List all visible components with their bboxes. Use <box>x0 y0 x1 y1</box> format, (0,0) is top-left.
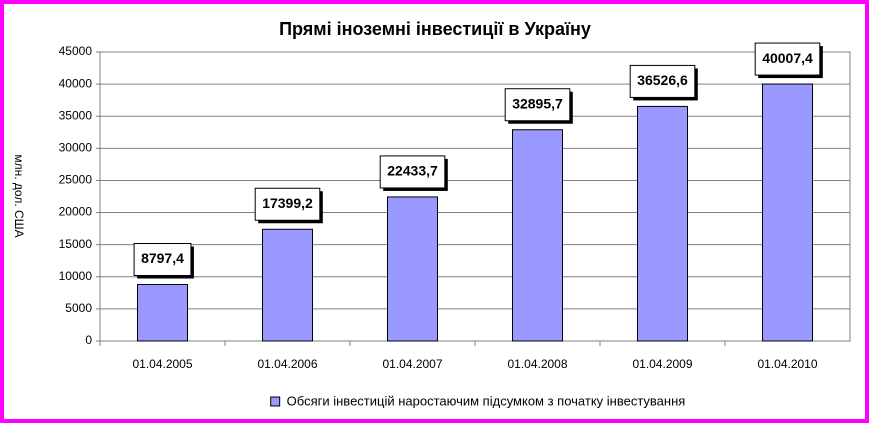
value-label: 17399,2 <box>262 195 313 211</box>
y-axis-label: млн. дол. США <box>12 154 26 237</box>
bar <box>387 196 438 342</box>
y-tick-label: 15000 <box>59 237 93 251</box>
y-tick-label: 10000 <box>59 269 93 283</box>
bar <box>637 105 688 342</box>
legend-swatch <box>270 396 281 407</box>
y-tick-label: 45000 <box>59 44 93 58</box>
x-tick-label: 01.04.2010 <box>757 357 817 371</box>
value-label-box <box>133 243 192 277</box>
y-tick-label: 35000 <box>59 108 93 122</box>
value-label: 32895,7 <box>512 95 563 111</box>
x-tick-label: 01.04.2006 <box>257 357 317 371</box>
x-tick-label: 01.04.2007 <box>382 357 442 371</box>
y-tick-label: 30000 <box>59 141 93 155</box>
value-label-box <box>629 64 696 98</box>
value-label-box <box>254 187 321 221</box>
x-tick-label: 01.04.2008 <box>507 357 567 371</box>
y-tick-label: 25000 <box>59 173 93 187</box>
bar <box>262 228 313 342</box>
value-label: 40007,4 <box>762 50 813 66</box>
legend-label: Обсяги інвестицій наростаючим підсумком … <box>287 393 686 408</box>
value-label: 22433,7 <box>387 163 438 179</box>
y-tick-label: 0 <box>85 333 92 347</box>
value-label: 36526,6 <box>637 72 688 88</box>
value-label-box <box>754 42 821 76</box>
x-tick-label: 01.04.2009 <box>632 357 692 371</box>
bar <box>762 83 813 342</box>
value-label-box <box>504 88 571 122</box>
value-label: 8797,4 <box>141 250 184 266</box>
bar <box>512 129 563 342</box>
y-tick-label: 20000 <box>59 205 93 219</box>
y-tick-label: 40000 <box>59 76 93 90</box>
value-label-box <box>379 155 446 189</box>
bar <box>137 284 188 342</box>
chart-title: Прямі іноземні інвестиції в Україну <box>279 19 591 39</box>
y-tick-label: 5000 <box>65 301 92 315</box>
x-tick-label: 01.04.2005 <box>132 357 192 371</box>
